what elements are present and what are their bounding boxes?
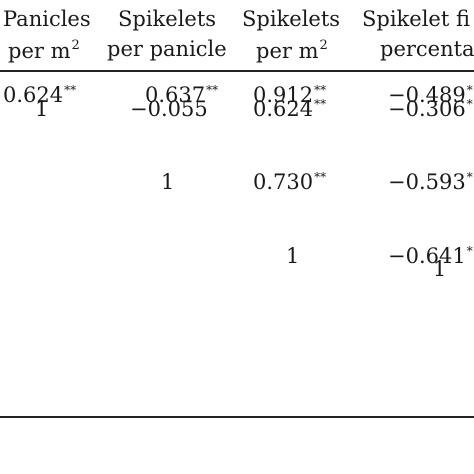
header-panicles-line1: Panicles: [3, 7, 91, 31]
table-cell: 1: [161, 170, 175, 194]
table-cell: 0.912**: [253, 83, 327, 107]
header-spikelets-per-m2-line2: per m2: [256, 38, 328, 63]
table-cell: 0.624**: [253, 97, 327, 121]
header-spikelet-fertility-line2: percenta: [380, 37, 474, 61]
table-cell: 0.624**: [3, 83, 77, 107]
header-spikelets-per-panicle-line1: Spikelets: [118, 7, 217, 31]
table-cell: −0.641*: [388, 244, 473, 268]
table-cell: 0.730**: [253, 170, 327, 194]
table-cell: −0.306*: [388, 97, 473, 121]
header-rule: [0, 70, 474, 72]
table-cell: 0.637**: [145, 83, 219, 107]
table-cell: 1: [286, 244, 300, 268]
header-spikelet-fertility-line1: Spikelet fi: [362, 7, 470, 31]
header-panicles-line2: per m2: [8, 38, 80, 63]
table-cell: 1: [35, 97, 49, 121]
bottom-rule: [0, 416, 474, 418]
table-cell: 1: [433, 257, 447, 281]
table-cell: −0.489*: [388, 83, 473, 107]
header-spikelets-per-panicle-line2: per panicle: [107, 37, 227, 61]
table-cell: −0.593*: [388, 170, 473, 194]
header-spikelets-per-m2-line1: Spikelets: [242, 7, 341, 31]
table-cell: −0.055: [130, 97, 208, 121]
